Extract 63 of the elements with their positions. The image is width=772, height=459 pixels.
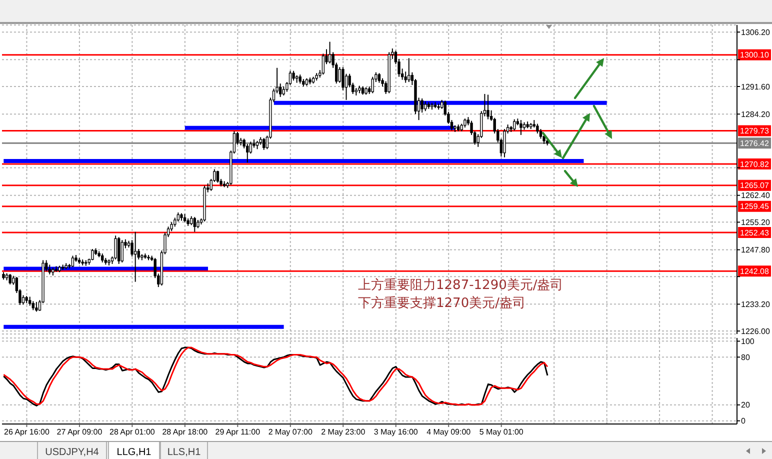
x-tick-label: 4 May 09:00 (426, 428, 472, 437)
y-tick-label: 1306.20 (741, 28, 770, 37)
candlestick (338, 66, 342, 84)
candlestick (378, 72, 381, 84)
y-tick-label: 20 (741, 400, 750, 410)
x-tick-label: 28 Apr 01:00 (110, 428, 156, 437)
candlestick (408, 58, 410, 83)
candlestick (8, 273, 12, 285)
candlestick (404, 71, 407, 84)
candlestick (216, 170, 220, 184)
y-tick-label: 1284.20 (741, 110, 770, 119)
candlestick (262, 137, 266, 150)
candlestick (114, 235, 117, 260)
y-tick-label: 1233.20 (741, 300, 770, 310)
candlestick (513, 118, 516, 131)
candlestick (344, 73, 348, 100)
candlestick (424, 100, 427, 112)
x-tick-label: 27 Apr 09:00 (56, 428, 103, 437)
x-tick-label: 29 Apr 11:00 (215, 428, 261, 437)
candlestick (328, 41, 332, 64)
candlestick (193, 216, 196, 232)
candlestick (486, 94, 490, 120)
candlestick (35, 301, 38, 312)
ref-line-label: 1279.73 (740, 126, 770, 136)
tab: LLS,H1 (160, 442, 208, 459)
x-tick-label: 3 May 16:00 (374, 428, 418, 437)
candlestick (420, 98, 424, 114)
annotation: 上方重要阻力1287-1290美元/盎司 (358, 278, 564, 293)
ref-line-label: 1270.82 (740, 160, 770, 169)
ref-line-label: 1242.08 (740, 266, 770, 276)
candlestick (520, 120, 522, 136)
annotation: 下方重要支撑1270美元/盎司 (358, 296, 526, 311)
candlestick (48, 264, 51, 275)
y-tick-label: 1226.00 (741, 326, 770, 336)
candlestick (120, 240, 124, 263)
candlestick (22, 294, 25, 306)
candlestick (371, 76, 374, 94)
ref-line-label: 1259.45 (740, 202, 770, 212)
y-tick-label: 1291.60 (741, 82, 770, 92)
tab: USDJPY,H4 (37, 442, 107, 459)
x-tick-label: 26 Apr 16:00 (4, 428, 50, 437)
x-tick-label: 2 May 07:00 (268, 428, 313, 437)
y-tick-label: 1255.20 (741, 218, 770, 228)
ref-line-label: 1300.10 (740, 50, 770, 60)
y-tick-label: 80 (741, 352, 750, 362)
ref-line-label: 1276.42 (740, 138, 770, 148)
y-tick-label: 1262.40 (741, 191, 770, 200)
candlestick (322, 53, 325, 76)
x-tick-label: 2 May 23:00 (321, 428, 366, 437)
x-tick-label: 5 May 01:00 (479, 428, 524, 437)
candlestick (118, 236, 120, 264)
ref-line-label: 1252.43 (740, 228, 770, 238)
candlestick (71, 255, 74, 268)
ref-line-label: 1265.07 (740, 181, 770, 190)
y-tick-label: 0 (741, 416, 746, 426)
y-tick-label: 100 (741, 337, 755, 346)
candlestick (503, 128, 506, 158)
candlestick (134, 231, 137, 282)
candlestick (292, 70, 295, 82)
x-tick-label: 28 Apr 18:00 (162, 428, 208, 437)
y-tick-label: 1247.80 (741, 246, 770, 255)
tab: LLG,H1 (108, 442, 160, 459)
candlestick (539, 128, 542, 140)
